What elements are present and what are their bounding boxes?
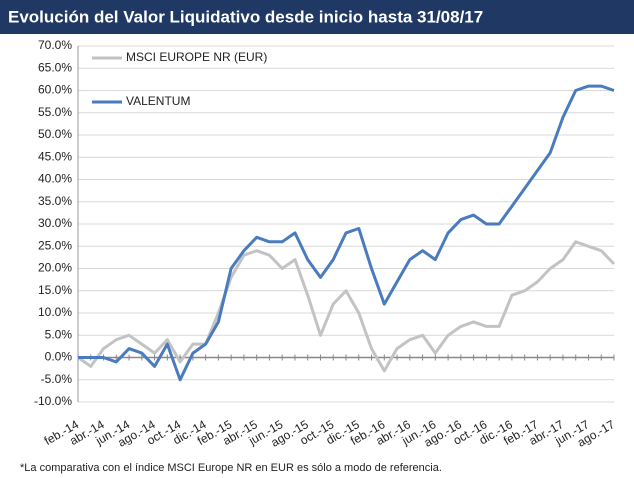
y-tick-label: 10.0% — [38, 305, 72, 319]
y-tick-label: 45.0% — [38, 149, 72, 163]
legend-label: MSCI EUROPE NR (EUR) — [126, 50, 267, 64]
y-tick-label: -5.0% — [41, 372, 73, 386]
y-tick-label: 25.0% — [38, 238, 72, 252]
y-tick-label: 0.0% — [45, 350, 73, 364]
y-tick-label: 35.0% — [38, 194, 72, 208]
y-tick-label: 40.0% — [38, 172, 72, 186]
data-line — [78, 84, 615, 382]
footnote: *La comparativa con el índice MSCI Europ… — [20, 462, 442, 474]
chart-title: Evolución del Valor Liquidativo desde in… — [8, 7, 483, 26]
y-tick-label: 5.0% — [45, 327, 73, 341]
y-tick-label: 70.0% — [38, 38, 72, 52]
y-tick-label: 50.0% — [38, 127, 72, 141]
legend-label: VALENTUM — [126, 94, 190, 108]
y-tick-label: -10.0% — [34, 394, 72, 408]
y-tick-label: 15.0% — [38, 283, 72, 297]
data-line — [77, 240, 616, 373]
y-tick-label: 30.0% — [38, 216, 72, 230]
y-tick-label: 60.0% — [38, 83, 72, 97]
title-banner — [0, 0, 634, 34]
y-tick-label: 20.0% — [38, 261, 72, 275]
y-tick-label: 65.0% — [38, 60, 72, 74]
y-tick-label: 55.0% — [38, 105, 72, 119]
